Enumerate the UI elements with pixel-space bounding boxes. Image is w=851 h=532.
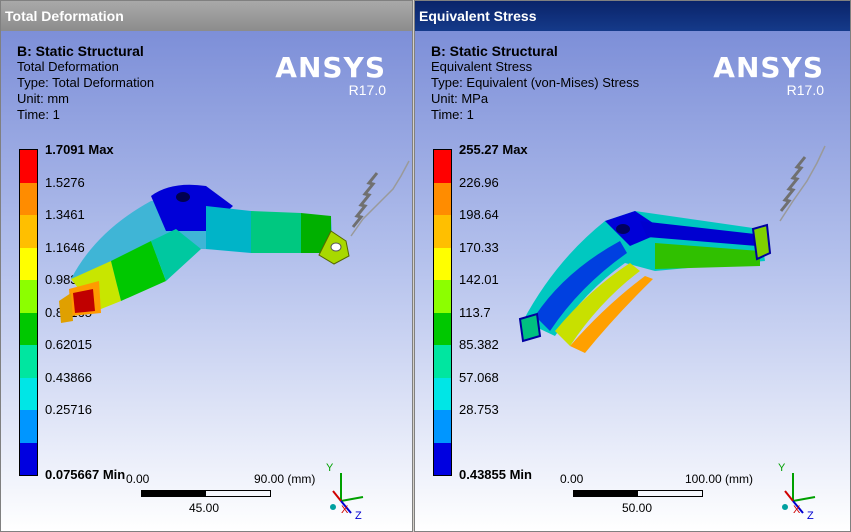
- equivalent-stress-pane[interactable]: Equivalent Stress B: Static Structural E…: [414, 0, 851, 532]
- legend-value: 1.1646: [45, 239, 85, 255]
- scale-left-label: 0.00: [560, 472, 584, 486]
- legend-color-band: [20, 312, 37, 345]
- legend-value: 142.01: [459, 272, 499, 287]
- y-axis-label: Y: [326, 462, 334, 474]
- legend-value: 1.5276: [45, 174, 85, 190]
- z-axis-label: Z: [807, 510, 814, 521]
- result-name: Total Deformation: [17, 59, 119, 74]
- legend-value: 198.64: [459, 207, 499, 222]
- legend-value: 28.753: [459, 402, 499, 417]
- result-time: Time: 1: [431, 107, 474, 122]
- legend-value: 0.43855 Min: [459, 467, 532, 482]
- axis-triad[interactable]: Y X Z: [775, 461, 823, 521]
- legend-value: 0.62015: [45, 337, 92, 352]
- legend-value: 255.27 Max: [459, 142, 528, 157]
- result-info: B: Static Structural Total Deformation T…: [17, 43, 154, 123]
- y-axis-label: Y: [778, 462, 786, 474]
- legend-color-band: [20, 247, 37, 280]
- legend-color-band: [434, 377, 451, 410]
- stress-bracket-model[interactable]: [415, 31, 851, 532]
- legend-value: 85.382: [459, 337, 499, 352]
- legend-value: 0.075667 Min: [45, 467, 126, 482]
- legend-value: 113.7: [459, 304, 491, 320]
- scale-bar: [141, 490, 271, 497]
- legend-color-band: [434, 247, 451, 280]
- legend-color-band: [20, 182, 37, 215]
- scale-mid-label: 50.00: [622, 501, 653, 515]
- legend-color-band: [20, 345, 37, 378]
- legend-color-band: [20, 215, 37, 248]
- legend-color-band: [434, 150, 451, 183]
- z-axis-label: Z: [355, 510, 362, 521]
- scale-mid-label: 45.00: [189, 501, 220, 515]
- pane-title[interactable]: Total Deformation: [1, 1, 412, 31]
- result-name: Equivalent Stress: [431, 59, 533, 74]
- ansys-logo: ANSYS R17.0: [713, 51, 824, 98]
- scale-left-label: 0.00: [126, 472, 150, 486]
- x-axis-label: X: [341, 504, 349, 516]
- legend-value: 1.3461: [45, 207, 85, 222]
- legend-color-band: [20, 377, 37, 410]
- legend-color-band: [434, 182, 451, 215]
- legend-color-band: [20, 442, 37, 475]
- legend-value: 226.96: [459, 174, 499, 190]
- pane-title[interactable]: Equivalent Stress: [415, 1, 850, 31]
- graphics-viewport[interactable]: B: Static Structural Total Deformation T…: [1, 31, 412, 531]
- legend-value: 57.068: [459, 369, 499, 385]
- legend-color-band: [434, 345, 451, 378]
- total-deformation-pane[interactable]: Total Deformation B: Static Structural T…: [0, 0, 413, 532]
- legend-color-band: [20, 410, 37, 443]
- result-unit: Unit: MPa: [431, 91, 489, 106]
- result-type: Type: Total Deformation: [17, 75, 155, 90]
- legend-color-band: [434, 280, 451, 313]
- legend-color-bar: [433, 149, 452, 476]
- legend-color-band: [434, 442, 451, 475]
- legend-value: 1.7091 Max: [45, 142, 114, 157]
- legend-color-band: [20, 150, 37, 183]
- result-time: Time: 1: [17, 107, 60, 122]
- result-unit: Unit: mm: [17, 91, 69, 106]
- scale-bar: [573, 490, 703, 497]
- result-info: B: Static Structural Equivalent Stress T…: [431, 43, 639, 123]
- analysis-name: B: Static Structural: [431, 43, 558, 59]
- graphics-viewport[interactable]: B: Static Structural Equivalent Stress T…: [415, 31, 850, 531]
- legend-color-band: [434, 410, 451, 443]
- legend-color-band: [434, 312, 451, 345]
- axis-triad[interactable]: Y X Z: [323, 461, 371, 521]
- x-axis-label: X: [793, 504, 801, 516]
- legend-color-band: [434, 215, 451, 248]
- result-type: Type: Equivalent (von-Mises) Stress: [431, 75, 640, 90]
- deformed-bracket-model[interactable]: [1, 31, 413, 532]
- analysis-name: B: Static Structural: [17, 43, 144, 59]
- scale-right-label: 100.00 (mm): [685, 472, 754, 486]
- legend-color-bar: [19, 149, 38, 476]
- ansys-logo: ANSYS R17.0: [275, 51, 386, 98]
- scale-right-label: 90.00 (mm): [254, 472, 316, 486]
- legend-color-band: [20, 280, 37, 313]
- legend-value: 0.43866: [45, 369, 92, 385]
- legend-value: 170.33: [459, 239, 499, 255]
- legend-value: 0.25716: [45, 402, 92, 417]
